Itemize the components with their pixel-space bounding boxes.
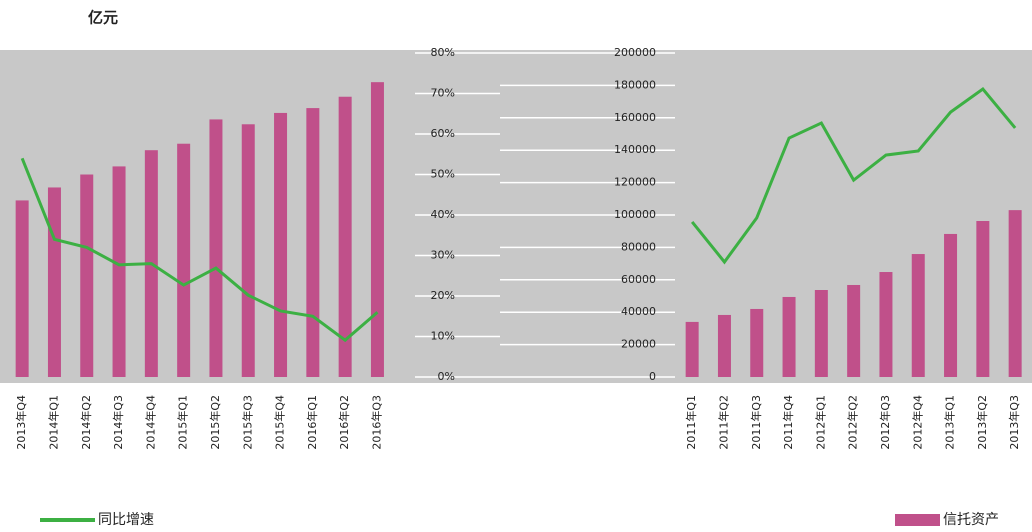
bar	[241, 124, 255, 377]
line	[20, 157, 379, 343]
y-axis-label: 亿元	[88, 9, 118, 27]
x-tick-label: 2011年Q3	[749, 395, 763, 450]
bar	[685, 321, 699, 377]
bar	[944, 233, 958, 377]
bar	[177, 143, 191, 377]
y2-tick-label: 20%	[431, 289, 455, 302]
y2-tick-label: 0%	[438, 370, 455, 383]
bar	[15, 200, 29, 377]
x-tick-label: 2016年Q3	[369, 395, 383, 450]
legend-swatch	[895, 514, 940, 526]
bar	[847, 284, 861, 377]
line	[690, 87, 1017, 265]
y2-tick-label: 40%	[431, 208, 455, 221]
y2-tick-label: 30%	[431, 249, 455, 262]
y-tick-label: 80000	[621, 240, 656, 253]
x-tick-label: 2015年Q4	[273, 395, 287, 450]
bar	[717, 314, 731, 377]
x-tick-label: 2011年Q4	[781, 395, 795, 450]
x-tick-label: 2013年Q3	[1007, 395, 1021, 450]
y2-tick-label: 70%	[431, 87, 455, 100]
x-tick-label: 2014年Q1	[46, 395, 60, 450]
bar	[370, 82, 384, 377]
y-tick-label: 200000	[614, 46, 656, 59]
y-tick-label: 60000	[621, 273, 656, 286]
legend-label: 同比增速	[98, 512, 154, 528]
bar	[879, 272, 893, 377]
y-tick-label: 120000	[614, 176, 656, 189]
bar	[976, 220, 990, 377]
bar	[80, 174, 94, 377]
bar	[1008, 210, 1022, 377]
x-tick-label: 2014年Q4	[143, 395, 157, 450]
x-tick-label: 2013年Q4	[14, 395, 28, 450]
bar	[338, 96, 352, 378]
bar	[209, 119, 223, 378]
x-tick-label: 2013年Q2	[975, 395, 989, 450]
y2-tick-label: 50%	[431, 168, 455, 181]
x-tick-label: 2012年Q1	[813, 395, 827, 450]
y-tick-label: 0	[649, 370, 656, 383]
x-tick-label: 2012年Q3	[878, 395, 892, 450]
x-tick-label: 2014年Q3	[111, 395, 125, 450]
x-tick-label: 2011年Q2	[716, 395, 730, 450]
x-tick-label: 2015年Q3	[240, 395, 254, 450]
bar	[782, 296, 796, 377]
bar	[750, 308, 764, 377]
x-tick-label: 2011年Q1	[684, 395, 698, 450]
bar	[814, 290, 828, 377]
bar	[911, 254, 925, 377]
x-tick-label: 2013年Q1	[943, 395, 957, 450]
x-tick-label: 2012年Q4	[910, 395, 924, 450]
y2-tick-label: 10%	[431, 330, 455, 343]
x-tick-label: 2012年Q2	[846, 395, 860, 450]
y-tick-label: 100000	[614, 208, 656, 221]
x-tick-label: 2015年Q1	[176, 395, 190, 450]
y-tick-label: 20000	[621, 338, 656, 351]
y2-tick-label: 80%	[431, 46, 455, 59]
x-tick-label: 2016年Q1	[305, 395, 319, 450]
bar	[112, 166, 126, 377]
legend-label: 信托资产	[943, 512, 999, 528]
y-tick-label: 140000	[614, 143, 656, 156]
y-tick-label: 160000	[614, 111, 656, 124]
x-tick-label: 2014年Q2	[79, 395, 93, 450]
bar	[306, 108, 320, 377]
bar	[274, 112, 288, 377]
x-tick-label: 2015年Q2	[208, 395, 222, 450]
bar	[47, 187, 61, 377]
y-tick-label: 40000	[621, 305, 656, 318]
x-tick-label: 2016年Q2	[337, 395, 351, 450]
y-tick-label: 180000	[614, 78, 656, 91]
y2-tick-label: 60%	[431, 127, 455, 140]
